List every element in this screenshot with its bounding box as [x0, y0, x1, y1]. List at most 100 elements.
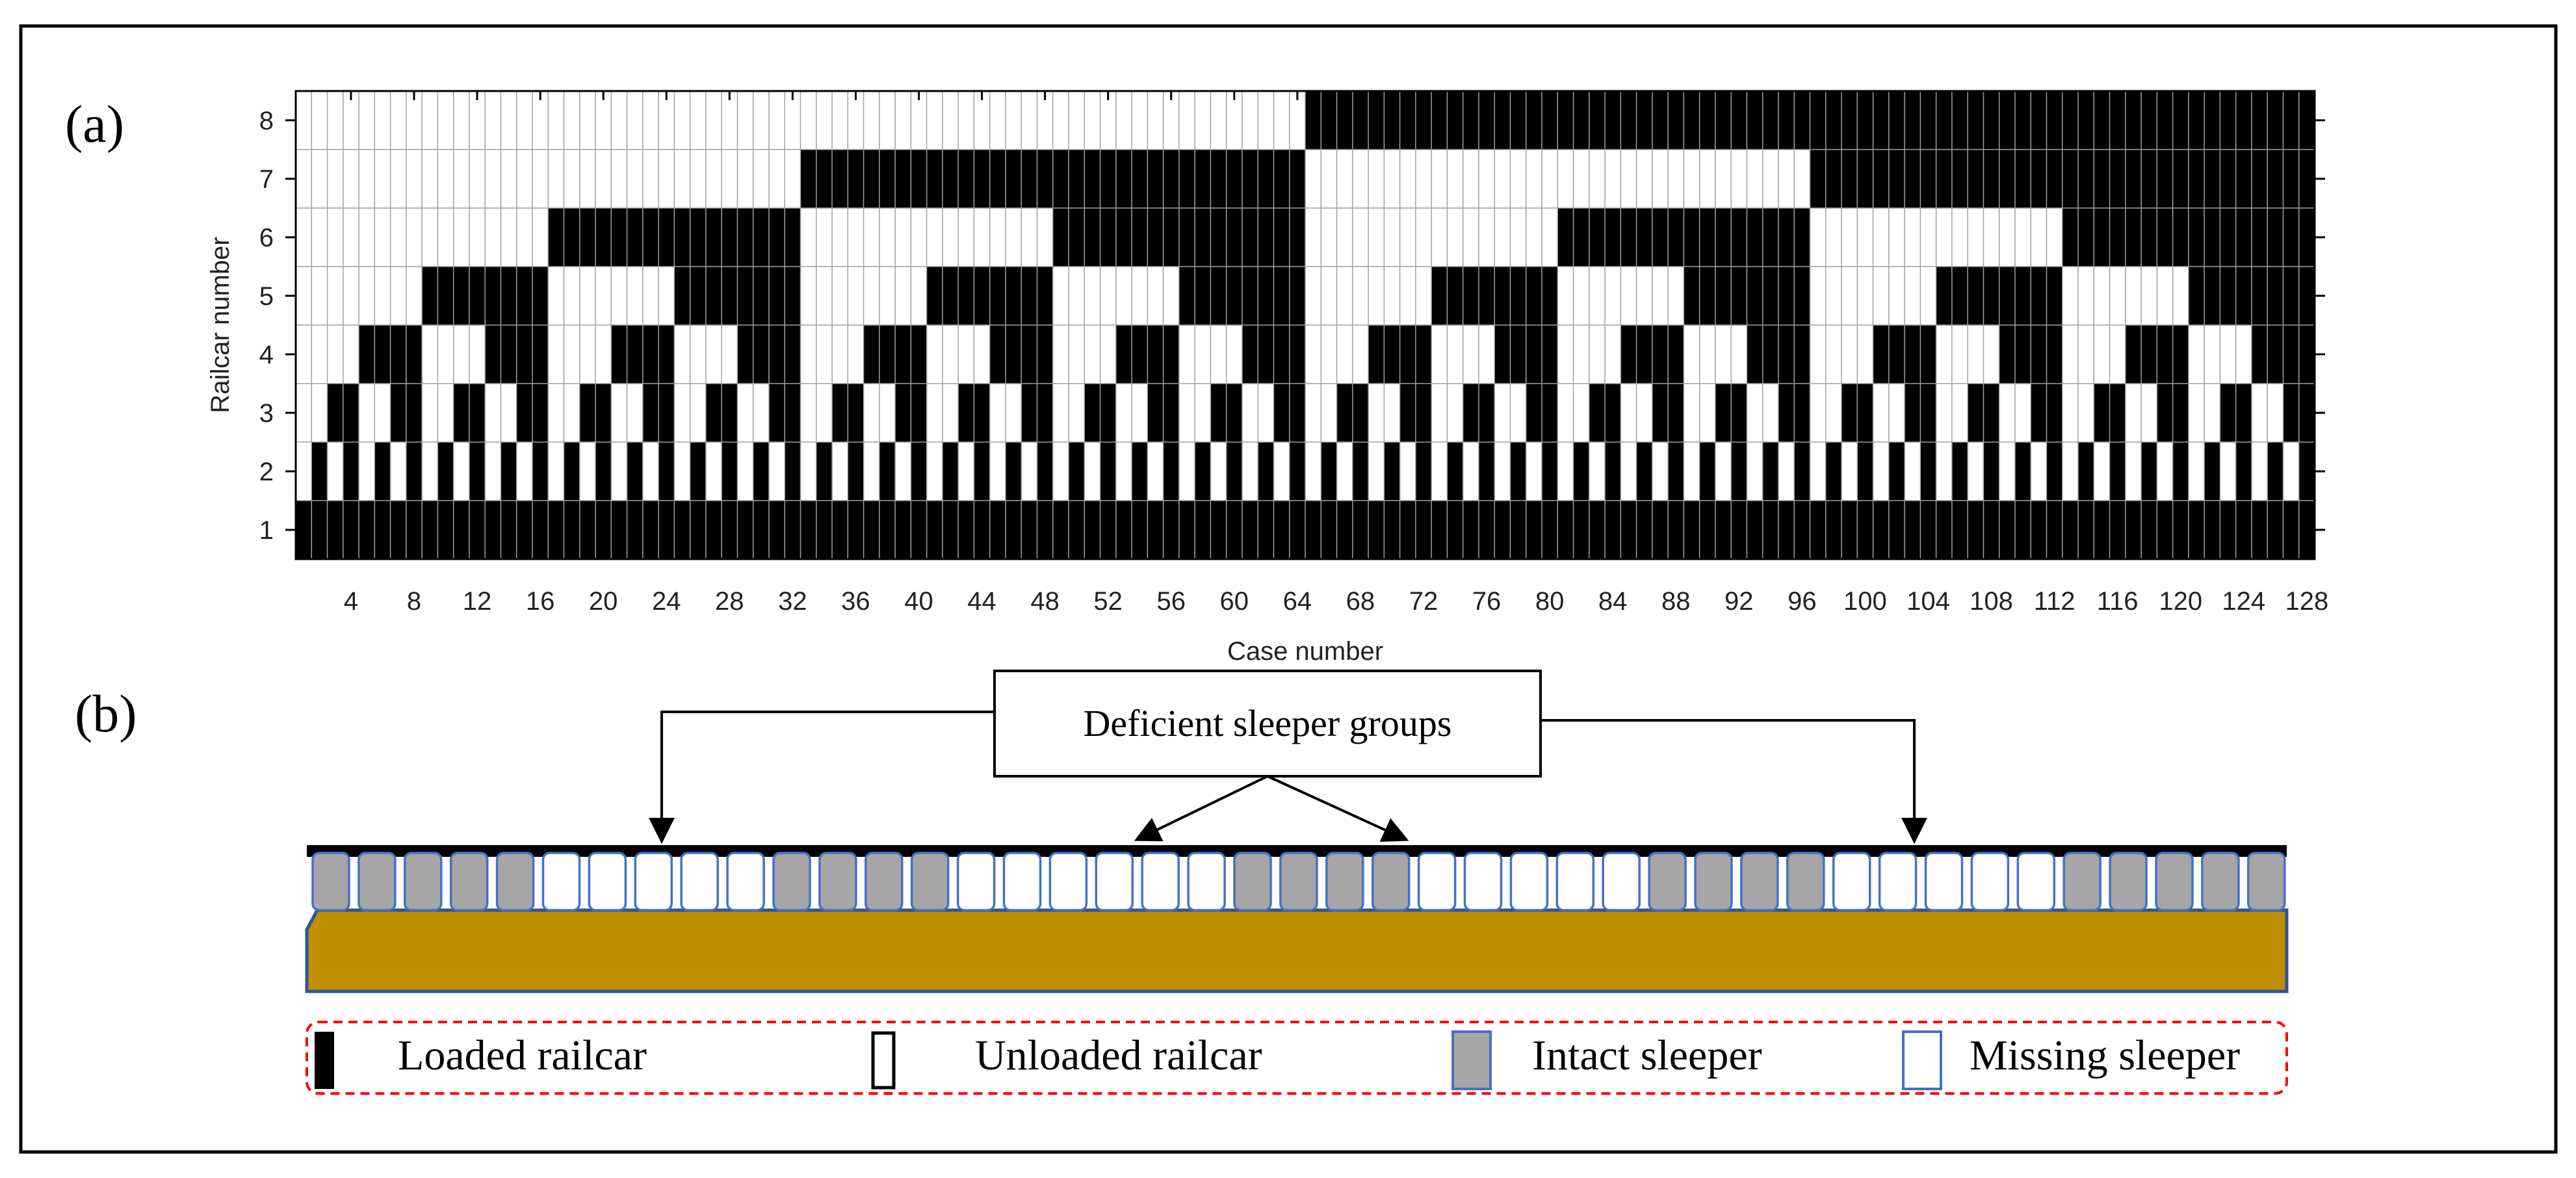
heatmap-cell — [989, 267, 1006, 326]
heatmap-cell — [1762, 208, 1779, 267]
heatmap-cell — [1936, 91, 1953, 150]
heatmap-cell — [532, 442, 549, 501]
heatmap-cell — [2220, 501, 2237, 560]
heatmap-cell — [1762, 501, 1779, 560]
heatmap-cell — [832, 150, 848, 209]
heatmap-cell — [1415, 384, 1432, 443]
heatmap-cell — [1447, 501, 1464, 560]
heatmap-cell — [705, 384, 722, 443]
y-tick-label: 7 — [259, 165, 274, 194]
heatmap-cell — [1983, 91, 2000, 150]
heatmap-cell — [1069, 208, 1085, 267]
heatmap-cell — [1857, 442, 1874, 501]
heatmap-cell — [1936, 267, 1953, 326]
heatmap-cell — [1195, 442, 1212, 501]
heatmap-cell — [1132, 501, 1148, 560]
x-tick-label: 124 — [2222, 587, 2265, 616]
heatmap-cell — [1115, 150, 1132, 209]
heatmap-cell — [595, 442, 612, 501]
heatmap-cell — [2235, 208, 2252, 267]
heatmap-cell — [816, 501, 833, 560]
heatmap-cell — [2094, 501, 2111, 560]
heatmap-cell — [674, 267, 691, 326]
heatmap-cell — [1857, 501, 1874, 560]
heatmap-cell — [1636, 442, 1653, 501]
heatmap-cell — [1352, 501, 1369, 560]
heatmap-cell — [1084, 501, 1101, 560]
heatmap-cell — [437, 267, 454, 326]
heatmap-cell — [343, 384, 359, 443]
heatmap-cell — [1510, 325, 1527, 384]
heatmap-cell — [863, 501, 880, 560]
heatmap-cell — [1983, 442, 2000, 501]
heatmap-cell — [674, 501, 691, 560]
heatmap-cell — [311, 501, 328, 560]
heatmap-cell — [1983, 267, 2000, 326]
heatmap-cell — [437, 501, 454, 560]
heatmap-cell — [1005, 267, 1022, 326]
heatmap-cell — [2157, 150, 2174, 209]
heatmap-cell — [753, 267, 770, 326]
heatmap-cell — [1147, 384, 1164, 443]
heatmap-cell — [1526, 325, 1542, 384]
heatmap-cell — [642, 325, 659, 384]
heatmap-cell — [2125, 208, 2142, 267]
missing-sleeper — [1141, 852, 1180, 911]
heatmap-cell — [1715, 501, 1732, 560]
heatmap-cell — [911, 325, 928, 384]
heatmap-cell — [2094, 384, 2111, 443]
heatmap-cell — [2188, 501, 2205, 560]
heatmap-cell — [1147, 150, 1164, 209]
heatmap-cell — [1195, 150, 1212, 209]
heatmap-cell — [1794, 442, 1811, 501]
heatmap-cell — [848, 384, 865, 443]
heatmap-cell — [1684, 501, 1700, 560]
missing-sleeper — [1048, 852, 1088, 911]
heatmap-cell — [327, 501, 344, 560]
heatmap-cell — [1368, 91, 1385, 150]
heatmap-cell — [2031, 267, 2048, 326]
heatmap-cell — [1905, 91, 1921, 150]
heatmap-cell — [453, 384, 470, 443]
heatmap-cell — [453, 267, 470, 326]
panel-a-label: (a) — [65, 94, 124, 153]
heatmap-cell — [2235, 91, 2252, 150]
heatmap-cell — [1463, 384, 1479, 443]
heatmap-cell — [422, 267, 438, 326]
intact-sleeper — [1371, 852, 1411, 911]
heatmap-cell — [1178, 267, 1195, 326]
heatmap-cell — [911, 150, 928, 209]
heatmap-cell — [816, 442, 833, 501]
heatmap-cell — [1920, 325, 1937, 384]
x-tick-label: 40 — [904, 587, 933, 616]
heatmap-cell — [1289, 325, 1306, 384]
heatmap-cell — [768, 501, 785, 560]
heatmap-cell — [2267, 267, 2284, 326]
heatmap-cell — [911, 501, 928, 560]
heatmap-cell — [1920, 91, 1937, 150]
heatmap-cell — [1557, 501, 1574, 560]
x-tick-label: 80 — [1535, 587, 1565, 616]
heatmap-cell — [832, 501, 848, 560]
heatmap-cell — [627, 442, 644, 501]
heatmap-cell — [1526, 501, 1542, 560]
heatmap-cell — [1021, 384, 1038, 443]
x-tick-label: 60 — [1220, 587, 1249, 616]
heatmap-cell — [785, 267, 801, 326]
heatmap-cell — [1037, 501, 1054, 560]
heatmap-cell — [2283, 91, 2300, 150]
intact-sleeper — [449, 852, 489, 911]
heatmap-cell — [1810, 91, 1827, 150]
heatmap-cell — [564, 442, 580, 501]
heatmap-cell — [1494, 267, 1511, 326]
heatmap-cell — [1289, 384, 1306, 443]
x-tick-label: 72 — [1409, 587, 1438, 616]
heatmap-cell — [1731, 442, 1748, 501]
heatmap-cell — [1778, 208, 1795, 267]
y-tick-label: 5 — [259, 282, 274, 311]
intact-sleeper — [495, 852, 535, 911]
intact-sleeper — [1648, 852, 1687, 911]
heatmap-cell — [532, 267, 549, 326]
x-tick-label: 84 — [1598, 587, 1628, 616]
heatmap-cell — [2078, 442, 2094, 501]
